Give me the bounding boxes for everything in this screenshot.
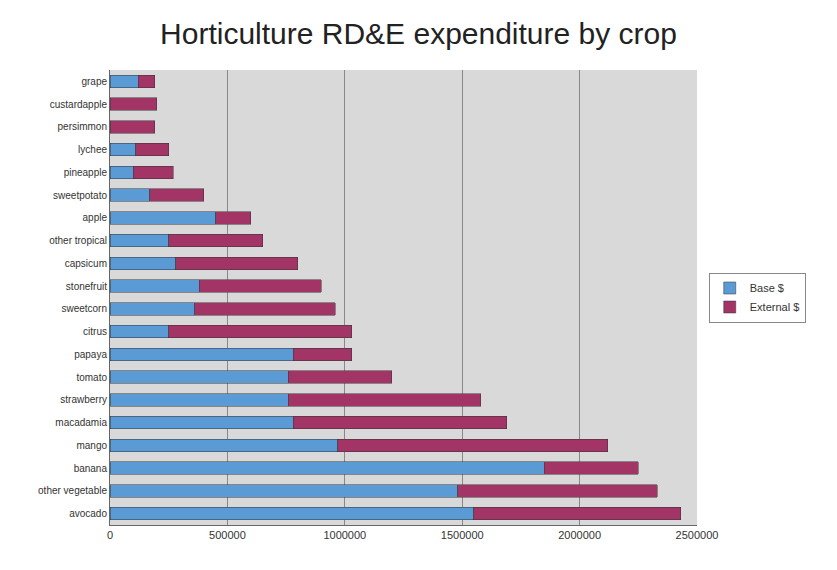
svg-text:External $: External $ — [750, 301, 800, 313]
svg-text:Horticulture RD&E expenditure: Horticulture RD&E expenditure by crop — [160, 17, 677, 50]
svg-text:papaya: papaya — [74, 349, 107, 360]
svg-text:sweetcorn: sweetcorn — [61, 303, 107, 314]
svg-text:lychee: lychee — [78, 144, 107, 155]
svg-text:500000: 500000 — [209, 529, 246, 541]
svg-text:pineapple: pineapple — [64, 167, 108, 178]
svg-text:stonefruit: stonefruit — [66, 281, 107, 292]
svg-text:persimmon: persimmon — [58, 121, 107, 132]
svg-text:Base $: Base $ — [750, 282, 784, 294]
svg-text:macadamia: macadamia — [55, 417, 107, 428]
svg-text:custardapple: custardapple — [50, 99, 108, 110]
svg-text:citrus: citrus — [83, 326, 107, 337]
svg-text:other vegetable: other vegetable — [38, 485, 107, 496]
svg-text:grape: grape — [81, 76, 107, 87]
svg-text:strawberry: strawberry — [60, 394, 107, 405]
svg-text:apple: apple — [83, 212, 108, 223]
svg-text:banana: banana — [74, 463, 108, 474]
svg-text:1500000: 1500000 — [441, 529, 484, 541]
svg-text:2000000: 2000000 — [558, 529, 601, 541]
svg-text:sweetpotato: sweetpotato — [53, 190, 107, 201]
svg-text:2500000: 2500000 — [676, 529, 719, 541]
svg-text:other tropical: other tropical — [49, 235, 107, 246]
svg-text:capsicum: capsicum — [65, 258, 107, 269]
svg-text:0: 0 — [107, 529, 113, 541]
svg-text:tomato: tomato — [76, 372, 107, 383]
svg-text:mango: mango — [76, 440, 107, 451]
svg-text:1000000: 1000000 — [323, 529, 366, 541]
svg-text:avocado: avocado — [69, 508, 107, 519]
